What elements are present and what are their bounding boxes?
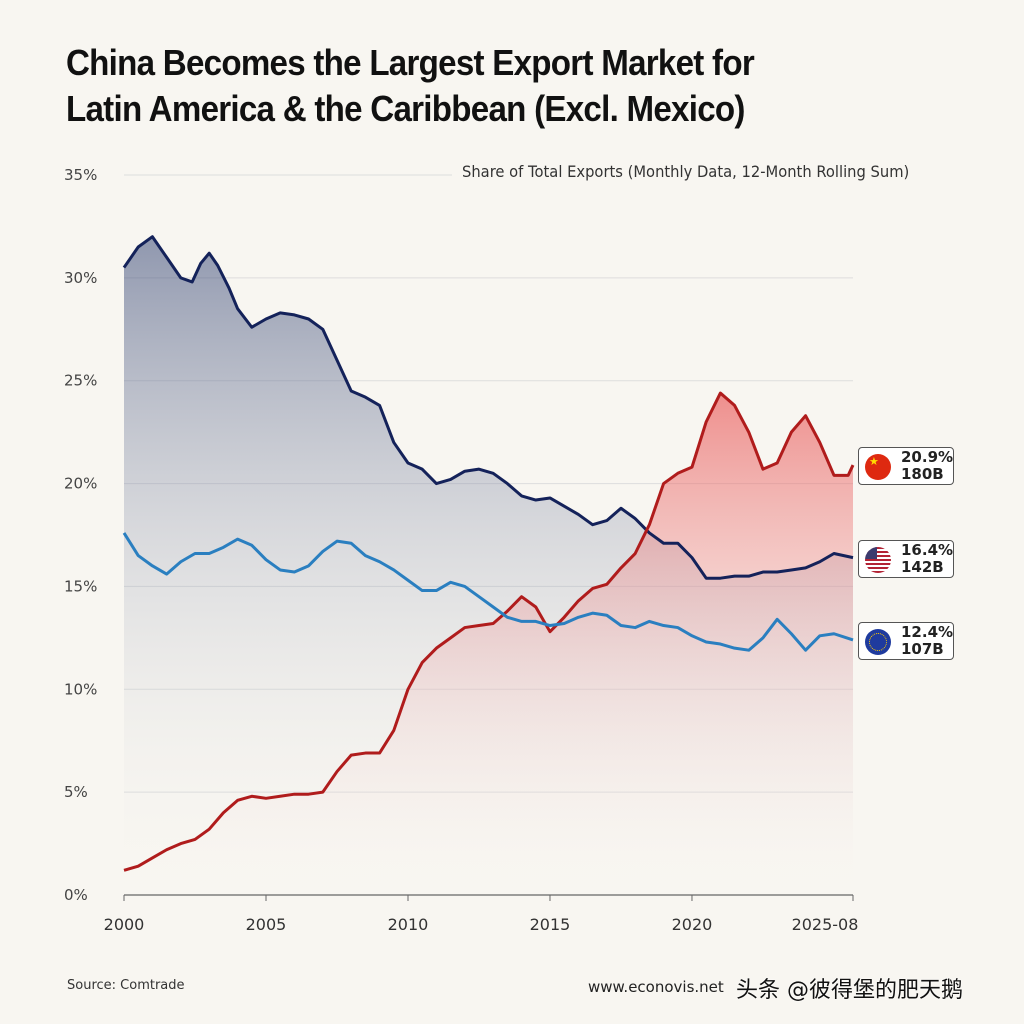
china-share: 20.9% — [901, 448, 954, 466]
y-tick-label: 35% — [64, 166, 97, 184]
x-tick-label: 2020 — [672, 915, 713, 934]
eu-share: 12.4% — [901, 623, 954, 641]
legend-us: 16.4% 142B — [858, 540, 954, 578]
eu-amount: 107B — [901, 640, 944, 658]
y-tick-label: 20% — [64, 475, 97, 493]
y-tick-label: 30% — [64, 269, 97, 287]
legend-eu: 12.4% 107B — [858, 622, 954, 660]
x-tick-label: 2010 — [388, 915, 429, 934]
us-amount: 142B — [901, 558, 944, 576]
china-amount: 180B — [901, 465, 944, 483]
site-link[interactable]: www.econovis.net — [588, 978, 724, 996]
x-tick-label: 2005 — [246, 915, 287, 934]
china-flag-icon: ★ — [865, 454, 891, 480]
us-flag-icon — [865, 547, 891, 573]
watermark: 头条 @彼得堡的肥天鹅 — [736, 978, 963, 1003]
legend-china: ★ 20.9% 180B — [858, 447, 954, 485]
x-tick-label: 2025-08 — [792, 915, 859, 934]
chart-subtitle: Share of Total Exports (Monthly Data, 12… — [462, 162, 910, 181]
source-note: Source: Comtrade — [67, 978, 185, 993]
eu-flag-icon — [865, 629, 891, 655]
us-line — [122, 235, 854, 580]
x-tick-label: 2000 — [104, 915, 145, 934]
china-area — [124, 393, 853, 895]
y-tick-label: 0% — [64, 886, 88, 904]
y-tick-label: 5% — [64, 783, 88, 801]
y-tick-label: 10% — [64, 680, 97, 698]
y-tick-label: 15% — [64, 577, 97, 595]
y-tick-label: 25% — [64, 372, 97, 390]
eu-line — [122, 532, 854, 652]
chart-title: China Becomes the Largest Export Market … — [66, 42, 755, 129]
us-share: 16.4% — [901, 541, 954, 559]
x-tick-label: 2015 — [530, 915, 571, 934]
